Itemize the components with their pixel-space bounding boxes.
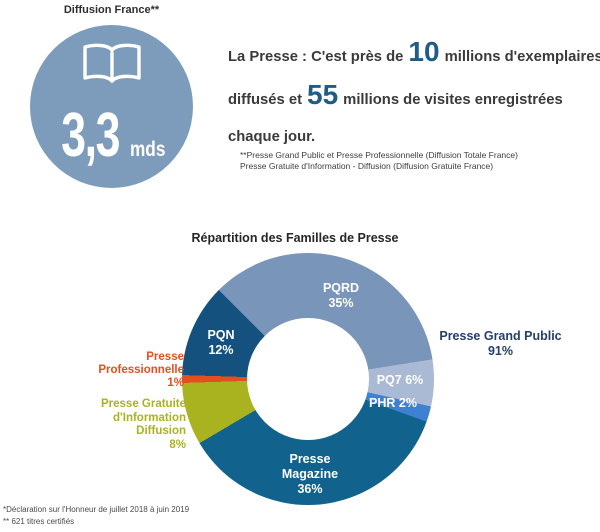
segment-label-pqrd-name: PQRD: [322, 281, 360, 295]
label-presse-professionnelle: Presse Professionnelle 1%: [60, 351, 184, 390]
segment-label-magazine-l1: Presse: [289, 452, 331, 466]
segment-label-phr: PHR 2%: [369, 396, 417, 410]
open-book-icon: [79, 41, 145, 94]
headline-line1-post: millions d'exemplaires: [444, 49, 600, 65]
label-gratuite-l3: Diffusion: [136, 425, 186, 437]
footer-note-2: ** 621 titres certifiés: [3, 517, 75, 526]
label-pro-pct: 1%: [167, 377, 184, 389]
label-gratuite-l1: Presse Gratuite: [100, 398, 186, 410]
diffusion-badge: 3,3 mds: [30, 25, 193, 188]
annotation-grand-public: Presse Grand Public 91%: [428, 329, 573, 359]
headline-line2-post: millions de visites enregistrées: [343, 92, 563, 108]
segment-label-pqn-name: PQN: [207, 328, 235, 342]
headline-footnote-line1: **Presse Grand Public et Presse Professi…: [240, 150, 518, 160]
annotation-grand-public-name: Presse Grand Public: [439, 329, 562, 343]
badge-value: 3,3: [61, 101, 120, 170]
footer-notes: *Déclaration sur l'Honneur de juillet 20…: [3, 504, 189, 528]
segment-label-magazine: Presse Magazine 36%: [265, 452, 355, 497]
chart-title: Répartition des Familles de Presse: [191, 231, 399, 245]
headline-line-1: La Presse : C'est près de 10 millions d'ex…: [228, 33, 600, 76]
headline-text: La Presse : C'est près de 10 millions d'ex…: [228, 33, 600, 156]
segment-label-pqrd-pct: 35%: [328, 296, 354, 310]
segment-label-pq7: PQ7 6%: [376, 373, 424, 387]
segment-label-magazine-l2: Magazine: [281, 467, 339, 481]
headline-line2-pre: diffusés et: [228, 92, 302, 108]
donut-hole: [247, 318, 369, 440]
headline-line-3: chaque jour.: [228, 129, 316, 145]
label-pro-l2: Professionnelle: [98, 364, 184, 376]
badge-title: Diffusion France**: [63, 4, 160, 16]
segment-label-pqn: PQN 12%: [185, 328, 257, 358]
headline-line1-pre: La Presse : C'est près de: [228, 49, 404, 65]
badge-value-row: 3,3 mds: [50, 101, 173, 170]
headline-line-2: diffusés et 55 millions de visites enregis…: [228, 76, 600, 119]
label-presse-gratuite: Presse Gratuite d'Information Diffusion …: [60, 398, 186, 452]
headline-number-10: 10: [408, 36, 440, 67]
footer-note-1: *Déclaration sur l'Honneur de juillet 20…: [3, 505, 190, 514]
segment-label-pqrd: PQRD 35%: [305, 281, 377, 311]
segment-label-pqn-pct: 12%: [208, 343, 234, 357]
label-gratuite-pct: 8%: [169, 438, 186, 451]
headline-footnote: **Presse Grand Public et Presse Professi…: [240, 150, 600, 171]
headline-footnote-line2: Presse Gratuite d'Information - Diffusio…: [240, 160, 494, 171]
badge-unit: mds: [130, 138, 166, 161]
headline-number-55: 55: [307, 79, 339, 110]
annotation-grand-public-pct: 91%: [487, 344, 514, 358]
segment-label-magazine-pct: 36%: [297, 482, 323, 496]
label-pro-l1: Presse: [146, 351, 184, 363]
label-gratuite-l2: d'Information: [112, 411, 186, 424]
